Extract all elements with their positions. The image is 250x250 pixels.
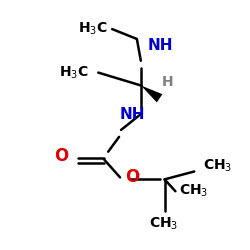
- Text: NH: NH: [148, 38, 173, 54]
- Text: H$_3$C: H$_3$C: [59, 64, 88, 81]
- Text: O: O: [54, 147, 69, 165]
- Text: H: H: [162, 76, 173, 90]
- Text: NH: NH: [120, 106, 146, 122]
- Text: H$_3$C: H$_3$C: [78, 21, 108, 37]
- Text: CH$_3$: CH$_3$: [149, 216, 178, 232]
- Text: CH$_3$: CH$_3$: [203, 157, 232, 174]
- Polygon shape: [141, 86, 163, 102]
- Text: O: O: [125, 168, 139, 186]
- Text: CH$_3$: CH$_3$: [180, 183, 209, 200]
